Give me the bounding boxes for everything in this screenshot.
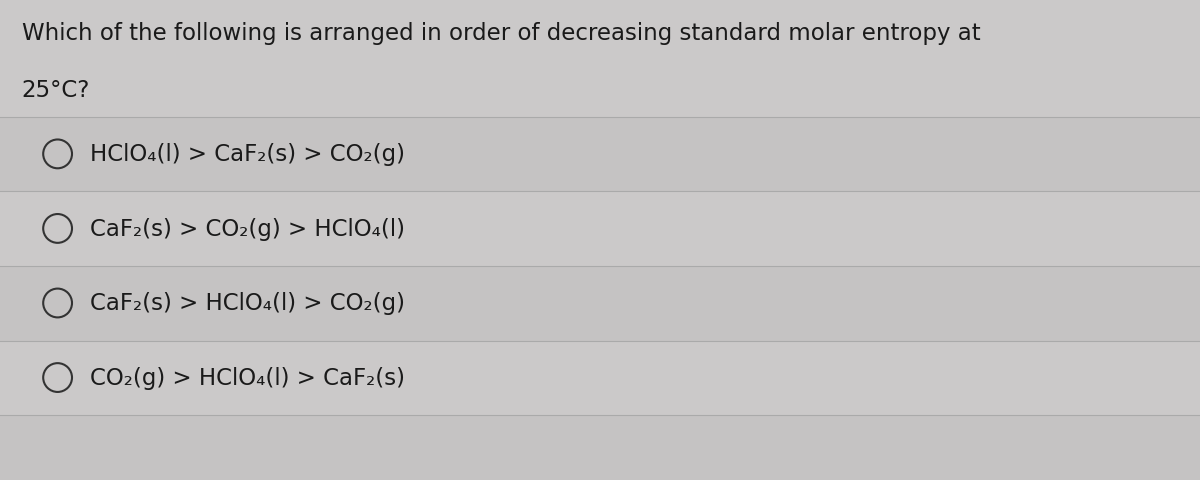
Bar bbox=[0, 352, 1200, 360]
Bar bbox=[0, 341, 1200, 415]
Bar bbox=[0, 336, 1200, 344]
Text: HClO₄(l) > CaF₂(s) > CO₂(g): HClO₄(l) > CaF₂(s) > CO₂(g) bbox=[90, 143, 406, 166]
Bar bbox=[0, 118, 1200, 192]
Bar bbox=[0, 64, 1200, 72]
Bar bbox=[0, 160, 1200, 168]
Text: CaF₂(s) > HClO₄(l) > CO₂(g): CaF₂(s) > HClO₄(l) > CO₂(g) bbox=[90, 292, 406, 315]
Bar bbox=[0, 32, 1200, 40]
Bar bbox=[0, 424, 1200, 432]
Bar bbox=[0, 448, 1200, 456]
Bar bbox=[0, 288, 1200, 296]
Bar bbox=[0, 266, 1200, 341]
Bar bbox=[0, 184, 1200, 192]
Bar bbox=[0, 96, 1200, 104]
Bar bbox=[0, 168, 1200, 176]
Bar bbox=[0, 72, 1200, 80]
Text: CaF₂(s) > CO₂(g) > HClO₄(l): CaF₂(s) > CO₂(g) > HClO₄(l) bbox=[90, 217, 406, 240]
Bar bbox=[0, 128, 1200, 136]
Bar bbox=[0, 312, 1200, 320]
Bar bbox=[0, 360, 1200, 368]
Bar bbox=[0, 56, 1200, 64]
Text: 25°C?: 25°C? bbox=[22, 79, 90, 102]
Bar bbox=[0, 24, 1200, 32]
Bar bbox=[0, 464, 1200, 472]
Bar bbox=[0, 112, 1200, 120]
Bar bbox=[0, 120, 1200, 128]
Bar bbox=[0, 384, 1200, 392]
Bar bbox=[0, 192, 1200, 266]
Bar bbox=[0, 328, 1200, 336]
Bar bbox=[0, 200, 1200, 208]
Bar bbox=[0, 415, 1200, 480]
Bar bbox=[0, 304, 1200, 312]
Bar bbox=[0, 432, 1200, 440]
Bar bbox=[0, 416, 1200, 424]
Text: CO₂(g) > HClO₄(l) > CaF₂(s): CO₂(g) > HClO₄(l) > CaF₂(s) bbox=[90, 366, 406, 389]
Bar bbox=[0, 264, 1200, 272]
Text: Which of the following is arranged in order of decreasing standard molar entropy: Which of the following is arranged in or… bbox=[22, 22, 980, 45]
Bar bbox=[0, 472, 1200, 480]
Bar bbox=[0, 224, 1200, 232]
Bar bbox=[0, 176, 1200, 184]
Bar bbox=[0, 216, 1200, 224]
Bar bbox=[0, 320, 1200, 328]
Bar bbox=[0, 256, 1200, 264]
Bar bbox=[0, 232, 1200, 240]
Bar bbox=[0, 136, 1200, 144]
Bar bbox=[0, 280, 1200, 288]
Bar bbox=[0, 376, 1200, 384]
Bar bbox=[0, 40, 1200, 48]
Bar bbox=[0, 456, 1200, 464]
Bar bbox=[0, 440, 1200, 448]
Bar bbox=[0, 272, 1200, 280]
Bar bbox=[0, 88, 1200, 96]
Bar bbox=[0, 80, 1200, 88]
Bar bbox=[0, 408, 1200, 416]
Bar bbox=[0, 368, 1200, 376]
Bar bbox=[0, 192, 1200, 200]
Bar bbox=[0, 344, 1200, 352]
Bar bbox=[0, 16, 1200, 24]
Bar bbox=[0, 208, 1200, 216]
Bar bbox=[0, 392, 1200, 400]
Bar bbox=[0, 400, 1200, 408]
Bar bbox=[0, 144, 1200, 152]
Bar bbox=[0, 0, 1200, 8]
Bar bbox=[0, 296, 1200, 304]
Bar bbox=[0, 8, 1200, 16]
Bar bbox=[0, 0, 1200, 118]
Bar bbox=[0, 152, 1200, 160]
Bar bbox=[0, 104, 1200, 112]
Bar bbox=[0, 240, 1200, 248]
Bar bbox=[0, 48, 1200, 56]
Bar bbox=[0, 248, 1200, 256]
